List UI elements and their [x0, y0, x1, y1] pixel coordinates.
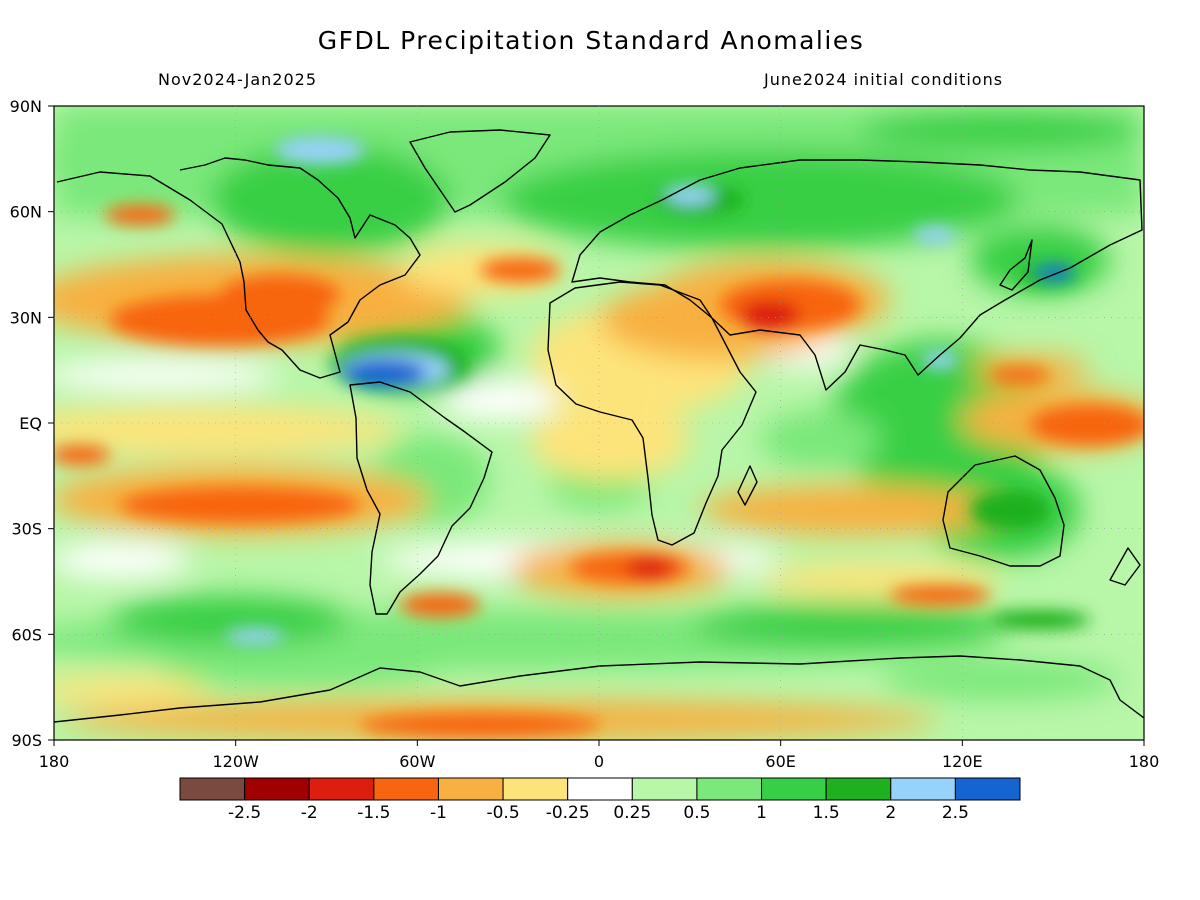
colorbar-swatch	[502, 777, 569, 801]
colorbar-label: -1	[430, 803, 447, 823]
colorbar-swatch	[567, 777, 633, 801]
lat-label: 60N	[10, 203, 42, 222]
colorbar-label: -0.5	[486, 803, 519, 823]
coast-eurasia	[571, 159, 1143, 391]
colorbar-label: -1.5	[357, 803, 390, 823]
coastlines	[54, 129, 1144, 723]
lat-label: 30N	[10, 308, 42, 327]
coast-africa	[547, 281, 757, 546]
forecast-period: Nov2024-Jan2025	[158, 70, 317, 89]
colorbar-label: -2	[301, 803, 318, 823]
colorbar-swatch	[373, 777, 439, 801]
colorbar-swatch	[890, 777, 956, 801]
coast-new-zealand	[1109, 547, 1141, 586]
colorbar-label: 0.25	[613, 803, 651, 823]
colorbar-swatch	[244, 777, 310, 801]
lon-label: 60W	[399, 752, 435, 771]
lon-label: 120W	[212, 752, 259, 771]
coast-japan	[999, 239, 1033, 291]
colorbar-swatch	[761, 777, 827, 801]
lon-label: 0	[594, 752, 604, 771]
colorbar-swatch	[308, 777, 375, 801]
colorbar-swatch	[825, 777, 892, 801]
colorbar-label: -0.25	[546, 803, 590, 823]
colorbar-label: 0.5	[683, 803, 710, 823]
lat-label: 30S	[11, 520, 42, 539]
colorbar-swatch	[954, 777, 1021, 801]
colorbar-label: 1	[756, 803, 767, 823]
colorbar-swatch	[437, 777, 504, 801]
lat-label: 90S	[11, 731, 42, 750]
coast-south-america	[349, 381, 493, 615]
coast-antarctica	[54, 655, 1144, 723]
coast-greenland	[409, 129, 551, 213]
colorbar-label: 1.5	[813, 803, 840, 823]
lon-label: 60E	[765, 752, 795, 771]
lat-label: EQ	[19, 414, 42, 433]
colorbar-label: -2.5	[228, 803, 261, 823]
axis-ticks: 90N 60N 30N EQ 30S 60S 90S 180 120W 60W 0 60E 120E 18…	[10, 97, 1160, 771]
colorbar-label: 2.5	[942, 803, 969, 823]
lon-label: 180	[39, 752, 70, 771]
lat-label: 90N	[10, 97, 42, 116]
coast-madagascar	[737, 465, 758, 506]
lon-label: 120E	[942, 752, 983, 771]
colorbar-swatch	[179, 777, 246, 801]
colorbar-swatch	[696, 777, 763, 801]
coast-australia	[942, 455, 1065, 567]
lat-label: 60S	[11, 625, 42, 644]
map-title: GFDL Precipitation Standard Anomalies	[317, 26, 865, 55]
initial-conditions: June2024 initial conditions	[764, 70, 1004, 89]
colorbar: -2.5 -2 -1.5 -1 -0.5 -0.25 0.25 0.5 1 1.5 2 2.5	[179, 777, 1021, 823]
coast-north-america	[56, 157, 421, 379]
colorbar-label: 2	[885, 803, 896, 823]
lon-label: 180	[1129, 752, 1160, 771]
colorbar-swatch	[631, 777, 698, 801]
